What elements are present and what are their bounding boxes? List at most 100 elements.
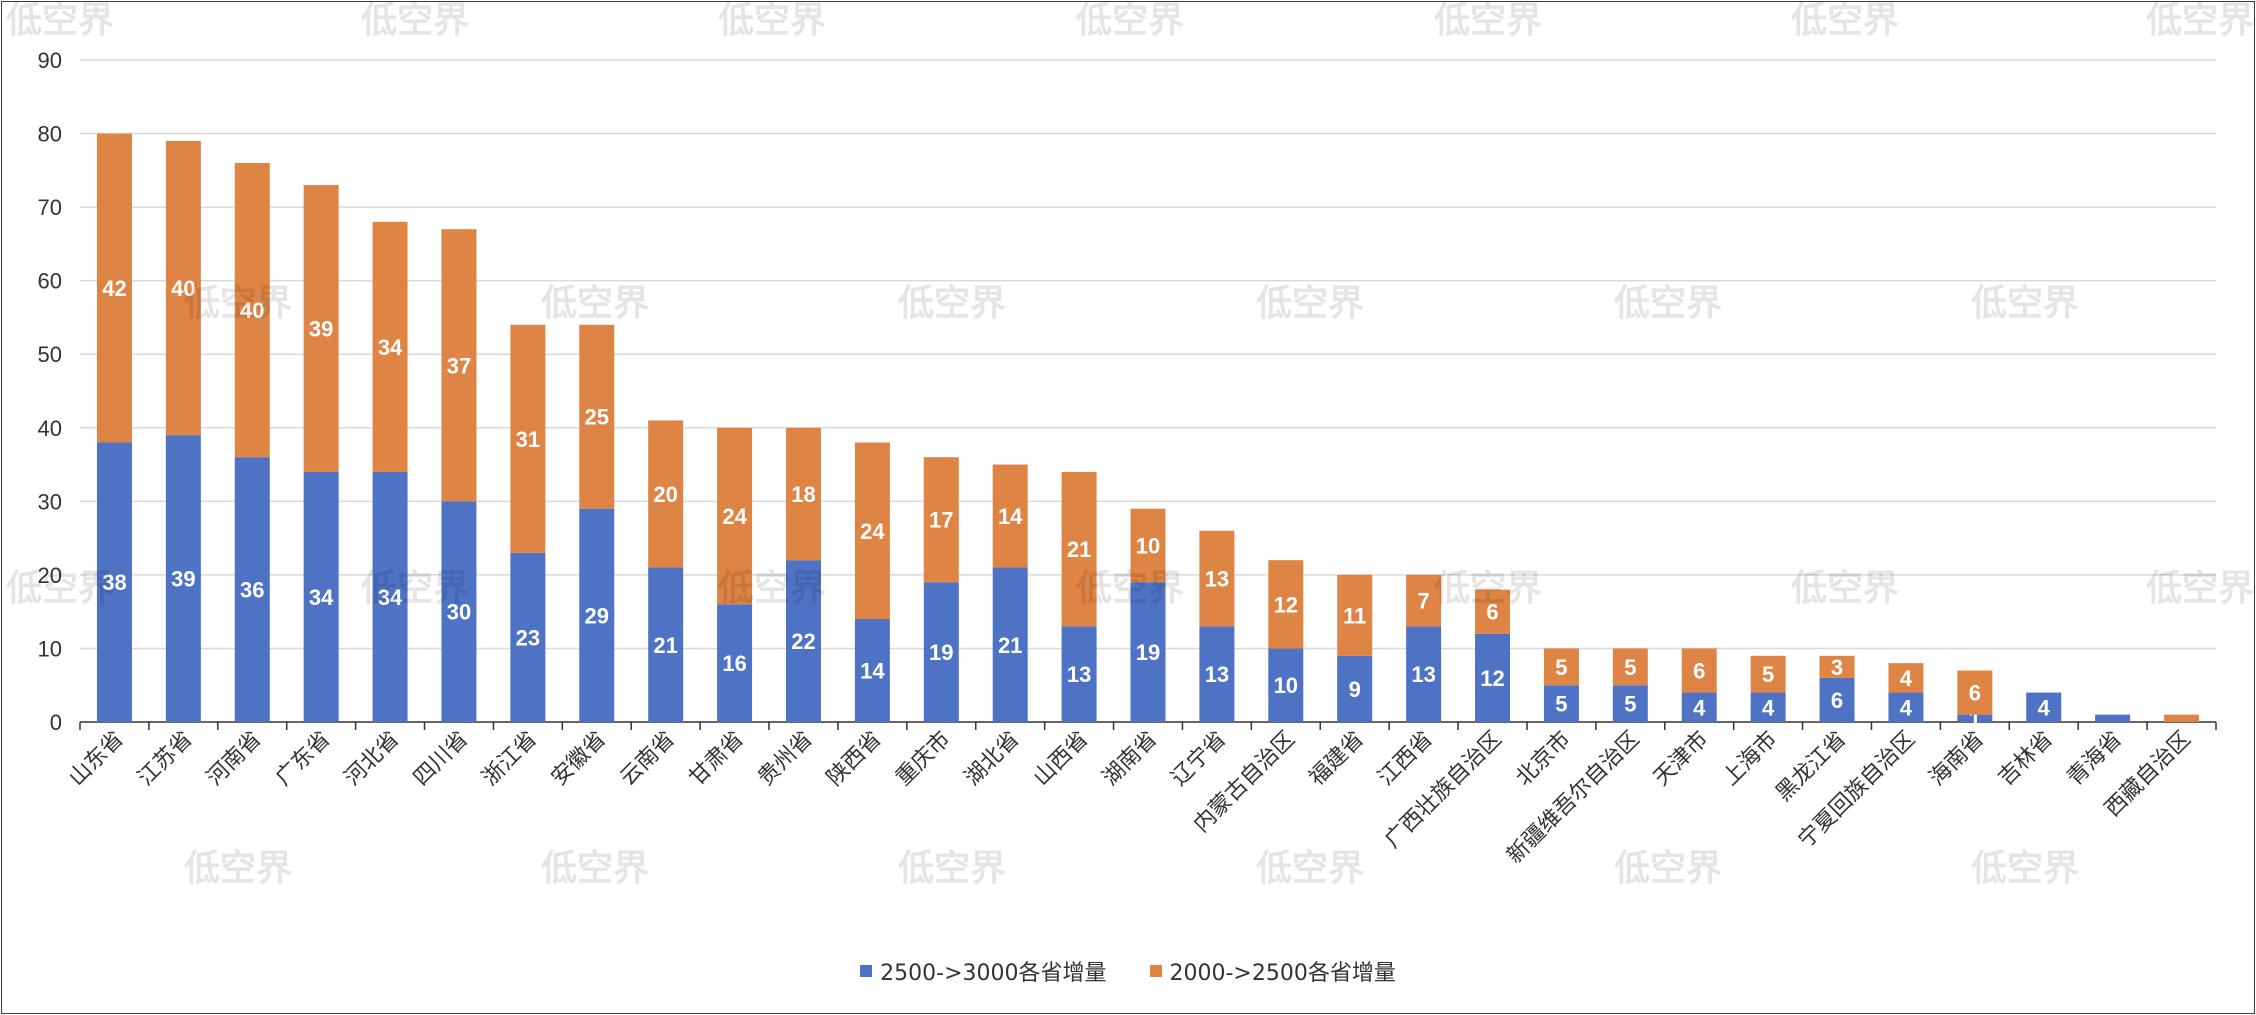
- legend-item-series-1[interactable]: 2500->3000各省增量: [860, 955, 1107, 987]
- bar-segment-1: [923, 582, 959, 722]
- legend-swatch-series-1: [860, 965, 873, 977]
- x-tick-label: 重庆市: [891, 727, 955, 791]
- watermark-text: 低空界: [1791, 0, 1899, 41]
- watermark-text: 低空界: [718, 568, 826, 609]
- bar-segment-1: [579, 508, 615, 722]
- bar-segment-1: [1061, 626, 1097, 722]
- x-tick-label: 辽宁省: [1167, 727, 1231, 791]
- data-label: 40: [171, 276, 195, 301]
- legend-label-series-2: 2000->2500各省增量: [1169, 961, 1396, 986]
- bar-segment-2: [992, 464, 1028, 568]
- data-label: 7: [1417, 589, 1429, 614]
- bar-segment-1: [1957, 714, 1993, 722]
- data-label: 6: [1969, 681, 1981, 706]
- data-label: 39: [171, 567, 195, 592]
- y-tick-label: 0: [50, 710, 62, 735]
- data-label: 19: [1136, 640, 1160, 665]
- watermark-text: 低空界: [184, 848, 292, 889]
- bar-segment-2: [1750, 655, 1786, 693]
- data-label: 5: [1624, 655, 1636, 680]
- data-label: 36: [240, 578, 264, 603]
- y-tick-label: 20: [38, 563, 62, 588]
- data-label: 30: [447, 600, 471, 625]
- bar-segment-1: [1268, 648, 1304, 722]
- data-label: 34: [378, 335, 403, 360]
- data-label: 4: [1762, 695, 1775, 720]
- y-tick-label: 10: [38, 636, 62, 661]
- bar-segment-1: [992, 567, 1028, 722]
- x-tick-label: 广西壮族自治区: [1380, 727, 1507, 854]
- data-label: 25: [585, 405, 609, 430]
- bar-segment-1: [1819, 677, 1855, 722]
- watermark-text: 低空界: [1614, 848, 1722, 889]
- data-label: 6: [1831, 688, 1843, 713]
- watermark-text: 低空界: [1434, 0, 1542, 41]
- data-label: 14: [998, 504, 1023, 529]
- data-label: 34: [309, 585, 334, 610]
- x-tick-label: 福建省: [1305, 727, 1369, 791]
- bar-segment-2: [1199, 530, 1235, 627]
- data-label: 39: [309, 316, 333, 341]
- bar-segment-2: [579, 324, 615, 509]
- bar-segment-1: [372, 471, 408, 722]
- bar-segment-1: [234, 457, 270, 722]
- x-tick-label: 贵州省: [753, 727, 817, 791]
- bar-segment-1: [441, 501, 477, 722]
- y-tick-label: 70: [38, 195, 62, 220]
- watermark-text: 低空界: [898, 848, 1006, 889]
- data-label: 29: [585, 603, 609, 628]
- x-tick-label: 青海省: [2063, 727, 2127, 791]
- bar-segment-2: [1130, 508, 1166, 583]
- bar-segment-2: [1061, 471, 1097, 627]
- data-label: 13: [1411, 662, 1435, 687]
- data-label: 4: [1693, 695, 1706, 720]
- data-label: 13: [1205, 567, 1229, 592]
- data-label: 12: [1274, 592, 1298, 617]
- data-label: 5: [1555, 692, 1567, 717]
- data-label: 14: [860, 659, 885, 684]
- legend-item-series-2[interactable]: 2000->2500各省增量: [1149, 955, 1396, 987]
- bar-segment-1: [1406, 626, 1442, 722]
- y-tick-label: 40: [38, 416, 62, 441]
- data-label: 19: [929, 640, 953, 665]
- data-label: 17: [929, 508, 953, 533]
- bar-segment-2: [717, 427, 753, 605]
- data-label: 4: [2038, 695, 2051, 720]
- x-tick-label: 甘肃省: [684, 727, 748, 791]
- y-tick-label: 80: [38, 122, 62, 147]
- data-label: 21: [1067, 537, 1091, 562]
- y-tick-label: 30: [38, 489, 62, 514]
- data-label: 31: [516, 427, 540, 452]
- watermark-text: 低空界: [1971, 283, 2079, 324]
- bar-segment-1: [1337, 655, 1373, 722]
- x-tick-label: 宁夏回族自治区: [1794, 727, 1921, 854]
- watermark-text: 低空界: [184, 283, 292, 324]
- bar-segment-2: [1337, 574, 1373, 656]
- bar-segment-1: [785, 560, 821, 722]
- data-label: 16: [722, 651, 746, 676]
- bar-segment-1: [96, 442, 132, 722]
- x-tick-label: 湖南省: [1098, 727, 1162, 791]
- watermark-text: 低空界: [1076, 568, 1184, 609]
- y-tick-label: 60: [38, 269, 62, 294]
- bar-segment-1: [510, 552, 546, 722]
- data-label: 3: [1831, 655, 1843, 680]
- data-label: 21: [653, 633, 677, 658]
- data-label: 5: [1555, 655, 1567, 680]
- watermark-text: 低空界: [541, 283, 649, 324]
- data-label: 34: [378, 585, 403, 610]
- bar-segment-2: [1268, 560, 1304, 649]
- data-label: 18: [791, 482, 815, 507]
- watermark-text: 低空界: [1256, 283, 1364, 324]
- watermark-text: 低空界: [898, 283, 1006, 324]
- legend: 2500->3000各省增量 2000->2500各省增量: [0, 955, 2256, 987]
- data-label: 23: [516, 625, 540, 650]
- x-tick-label: 广东省: [271, 727, 335, 791]
- bar-segment-2: [1957, 670, 1993, 715]
- x-tick-label: 天津市: [1649, 727, 1713, 791]
- legend-swatch-series-2: [1149, 965, 1162, 977]
- bar-segment-1: [648, 567, 684, 722]
- x-tick-label: 四川省: [409, 727, 473, 791]
- watermark-text: 低空界: [361, 568, 469, 609]
